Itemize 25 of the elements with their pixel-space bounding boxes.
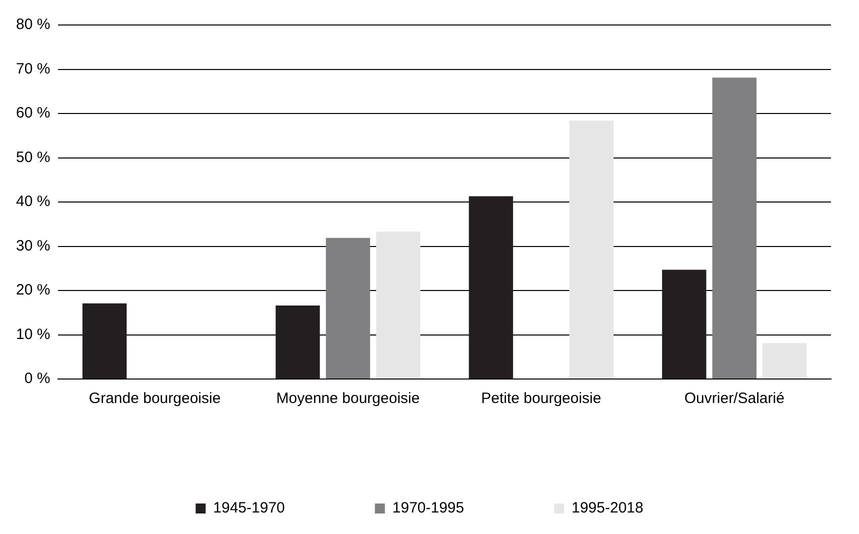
y-tick-label: 50 %	[16, 148, 50, 166]
y-tick-label: 0 %	[24, 370, 50, 388]
bar	[82, 303, 127, 378]
legend-label: 1945-1970	[213, 500, 285, 517]
bar	[276, 306, 320, 378]
legend-label: 1970-1995	[392, 500, 464, 517]
y-tick-label: 60 %	[16, 104, 50, 122]
x-tick-label: Ouvrier/Salarié	[684, 390, 784, 408]
y-tick-label: 70 %	[16, 60, 50, 78]
bar	[762, 343, 807, 378]
y-tick-label: 40 %	[16, 193, 50, 210]
bar	[569, 120, 614, 378]
x-tick-label: Petite bourgeoisie	[481, 390, 602, 408]
y-tick-label: 80 %	[16, 16, 50, 34]
legend-label: 1995-2018	[572, 500, 644, 517]
bar	[468, 196, 514, 378]
x-tick-label: Grande bourgeoisie	[88, 390, 221, 408]
bar	[376, 232, 420, 378]
y-tick-label: 20 %	[16, 282, 50, 299]
y-tick-label: 30 %	[16, 237, 50, 254]
bar	[662, 270, 706, 378]
y-tick-label: 10 %	[16, 326, 50, 343]
bar	[712, 78, 756, 378]
bar	[326, 238, 370, 378]
x-tick-label: Moyenne bourgeoisie	[276, 390, 420, 408]
